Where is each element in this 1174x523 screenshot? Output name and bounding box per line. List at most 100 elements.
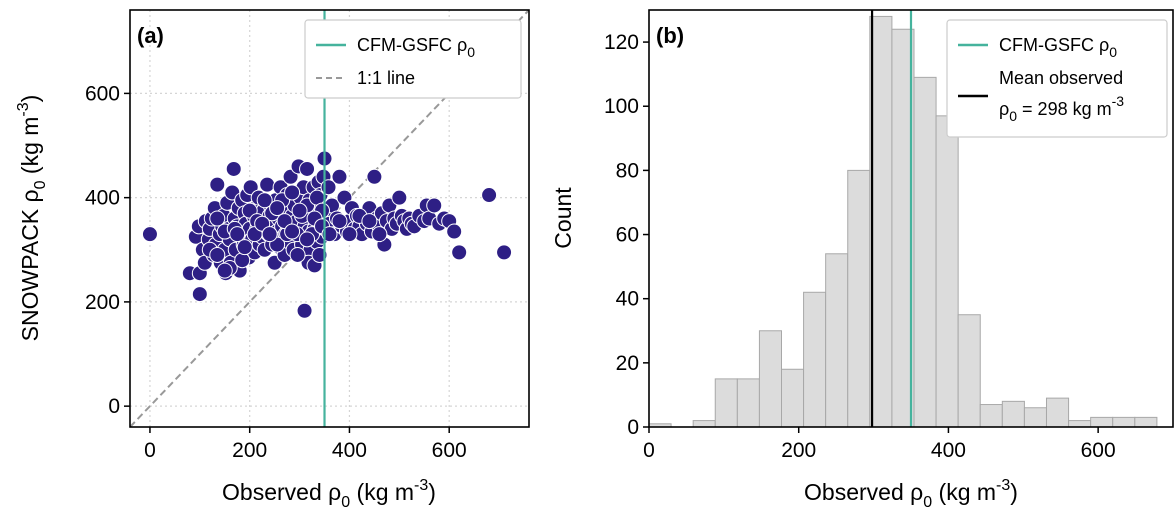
histogram-bar — [935, 115, 959, 428]
scatter-grid — [130, 10, 529, 427]
histogram-bar — [758, 330, 782, 428]
scatter-point — [299, 160, 316, 177]
legend-label-mean-line1: Mean observed — [999, 68, 1123, 88]
scatter-point — [284, 184, 301, 201]
histogram-bar — [825, 253, 849, 428]
y-tick-label: 200 — [85, 291, 120, 314]
histogram-bar — [957, 314, 981, 428]
histogram-panel: 0 200 400 600 0 20 40 60 80 100 120 (b) CFM-GSFC … — [550, 9, 1174, 511]
scatter-point — [331, 168, 348, 185]
scatter-y-ticks: 0 200 400 600 — [85, 82, 130, 418]
scatter-y-axis-title: SNOWPACK ρ0 (kg m-3) — [15, 95, 49, 342]
y-tick-label: 600 — [85, 82, 120, 105]
scatter-point — [366, 168, 383, 185]
scatter-point — [299, 231, 316, 248]
scatter-point — [234, 252, 251, 269]
y-tick-label: 80 — [616, 159, 639, 182]
legend-label-cfm: CFM-GSFC ρ0 — [357, 35, 475, 60]
histogram-legend-box — [946, 19, 1168, 138]
y-tick-label: 120 — [604, 31, 639, 54]
histogram-x-axis-title: Observed ρ0 (kg m-3) — [804, 477, 1018, 511]
x-tick-label: 600 — [432, 439, 467, 462]
histogram-bars — [648, 15, 1158, 428]
scatter-point — [446, 223, 463, 240]
histogram-bar — [1045, 397, 1070, 428]
x-tick-label: 0 — [643, 439, 655, 462]
histogram-y-axis-title: Count — [550, 187, 576, 249]
histogram-bar — [1001, 400, 1025, 428]
scatter-legend-box — [304, 19, 522, 99]
histogram-bar — [736, 378, 760, 428]
histogram-bar — [1090, 416, 1114, 428]
histogram-reference-lines — [870, 10, 913, 427]
scatter-point — [361, 213, 378, 230]
x-tick-label: 200 — [781, 439, 816, 462]
x-tick-label: 400 — [931, 439, 966, 462]
scatter-x-axis-title: Observed ρ0 (kg m-3) — [222, 477, 436, 511]
histogram-bar — [692, 420, 716, 428]
scatter-point — [391, 189, 408, 206]
legend-label-mean-line2: ρ0 = 298 kg m-3 — [999, 93, 1124, 124]
scatter-point — [209, 210, 226, 227]
x-tick-label: 400 — [332, 439, 367, 462]
scatter-plot-frame — [129, 9, 530, 428]
histogram-bar — [1112, 416, 1136, 428]
histogram-bar — [979, 404, 1003, 428]
scatter-point — [311, 246, 328, 263]
scatter-point — [209, 246, 226, 263]
scatter-point — [256, 192, 273, 209]
legend-label-cfm-b: CFM-GSFC ρ0 — [999, 35, 1117, 60]
scatter-point — [209, 176, 226, 193]
scatter-point — [331, 213, 348, 230]
scatter-point — [216, 262, 233, 279]
scatter-points — [141, 150, 513, 319]
histogram-bar — [803, 291, 827, 428]
scatter-point — [481, 187, 498, 204]
scatter-point — [269, 200, 286, 217]
scatter-point — [225, 160, 242, 177]
scatter-point — [289, 246, 306, 263]
y-tick-label: 0 — [108, 395, 120, 418]
histogram-bar — [1023, 407, 1047, 428]
scatter-legend: CFM-GSFC ρ0 1:1 line — [304, 19, 522, 99]
scatter-point — [341, 226, 358, 243]
scatter-point — [259, 176, 276, 193]
y-tick-label: 100 — [604, 95, 639, 118]
scatter-point — [296, 302, 313, 319]
scatter-point — [371, 226, 388, 243]
scatter-point — [261, 226, 278, 243]
x-tick-label: 0 — [144, 439, 156, 462]
histogram-bar — [1134, 416, 1158, 428]
legend-label-one-to-one: 1:1 line — [357, 68, 415, 88]
y-tick-label: 400 — [85, 187, 120, 210]
histogram-y-ticks: 0 20 40 60 80 100 120 — [604, 31, 649, 439]
histogram-bar — [913, 76, 937, 428]
scatter-panel: 0 200 400 600 0 200 400 600 (a) CFM-GSFC ρ0 1:… — [15, 9, 530, 511]
y-tick-label: 20 — [616, 352, 639, 375]
scatter-point — [496, 244, 513, 261]
histogram-bar — [847, 169, 871, 428]
histogram-bar — [1068, 420, 1092, 428]
histogram-x-ticks: 0 200 400 600 — [643, 427, 1116, 462]
histogram-bar — [714, 378, 738, 428]
scatter-x-ticks: 0 200 400 600 — [144, 427, 467, 462]
scatter-point — [321, 226, 338, 243]
scatter-point — [284, 223, 301, 240]
y-tick-label: 0 — [627, 416, 639, 439]
y-tick-label: 60 — [616, 224, 639, 247]
scatter-point — [426, 197, 443, 214]
scatter-point — [141, 226, 158, 243]
histogram-plot-frame — [648, 9, 1174, 428]
x-tick-label: 200 — [232, 439, 267, 462]
x-tick-label: 600 — [1081, 439, 1116, 462]
scatter-point — [291, 202, 308, 219]
scatter-point — [236, 239, 253, 256]
y-tick-label: 40 — [616, 288, 639, 311]
panel-label-a: (a) — [137, 23, 164, 48]
histogram-bar — [780, 368, 805, 428]
histogram-legend: CFM-GSFC ρ0 Mean observed ρ0 = 298 kg m-… — [946, 19, 1168, 138]
panel-label-b: (b) — [656, 23, 684, 48]
scatter-point — [451, 244, 468, 261]
scatter-point — [229, 226, 246, 243]
